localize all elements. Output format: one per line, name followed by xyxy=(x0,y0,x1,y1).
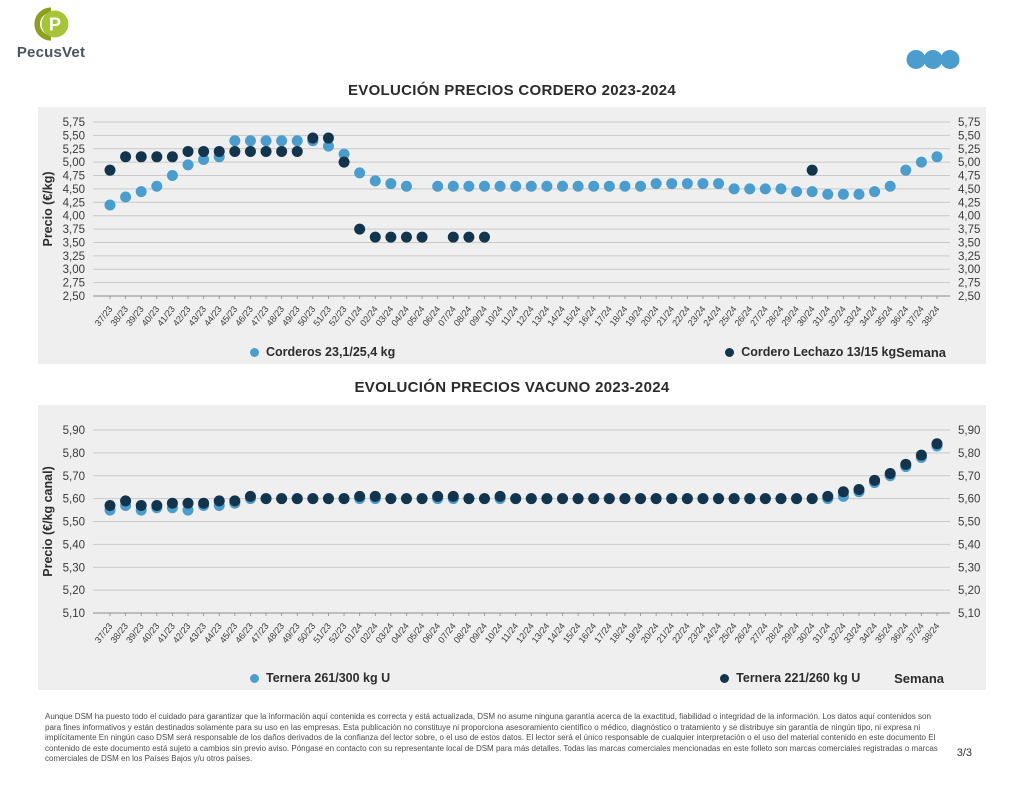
svg-text:3,00: 3,00 xyxy=(63,264,85,276)
svg-text:4,75: 4,75 xyxy=(958,171,980,183)
legend-label-corderos: Corderos 23,1/25,4 kg xyxy=(266,345,396,359)
svg-text:5,75: 5,75 xyxy=(63,117,85,129)
svg-text:5,60: 5,60 xyxy=(958,494,980,506)
legend-item-ternera-221-260: Ternera 221/260 kg U xyxy=(720,671,860,685)
svg-text:5,75: 5,75 xyxy=(958,117,980,129)
vacuno-scatter-chart: 5,90 5,90 5,80 5,80 5,70 5,70 5,60 5,60 5,50 5,50… xyxy=(38,405,986,690)
page-number: 3/3 xyxy=(956,747,972,759)
disclaimer-text: Aunque DSM ha puesto todo el cuidado par… xyxy=(45,712,938,763)
legend-label-ternera-261-300: Ternera 261/300 kg U xyxy=(266,671,391,685)
svg-text:2,50: 2,50 xyxy=(63,291,85,303)
svg-text:3,25: 3,25 xyxy=(63,251,85,263)
svg-text:38/24: 38/24 xyxy=(920,621,942,645)
svg-text:5,00: 5,00 xyxy=(958,157,980,169)
legend-dot-navy-icon xyxy=(725,347,735,357)
legend-item-lechazo: Cordero Lechazo 13/15 kg xyxy=(725,345,896,359)
cordero-chart-panel: 5,75 5,75 5,50 5,50 5,25 5,25 5,00 5,00 4,75 4,75… xyxy=(38,107,986,364)
logo-text: PecusVet xyxy=(16,44,86,61)
svg-text:3,50: 3,50 xyxy=(958,237,980,249)
svg-text:5,70: 5,70 xyxy=(958,471,980,483)
cordero-scatter-chart: 5,75 5,75 5,50 5,50 5,25 5,25 5,00 5,00 4,75 4,75… xyxy=(38,107,986,364)
svg-text:5,10: 5,10 xyxy=(958,608,980,620)
svg-text:3,50: 3,50 xyxy=(63,237,85,249)
vacuno-chart-panel: 5,90 5,90 5,80 5,80 5,70 5,70 5,60 5,60 5,50 5,50… xyxy=(38,405,986,690)
legend-item-ternera-261-300: Ternera 261/300 kg U xyxy=(250,671,390,685)
legend-dot-navy-icon xyxy=(720,673,730,683)
svg-text:2,50: 2,50 xyxy=(958,291,980,303)
xaxis-title-semana: Semana xyxy=(894,670,944,686)
legend-dot-blue-icon xyxy=(250,673,259,683)
menu-dots-icon[interactable] xyxy=(906,49,960,75)
svg-text:5,50: 5,50 xyxy=(63,130,85,142)
svg-text:5,25: 5,25 xyxy=(63,144,85,156)
vacuno-legend: Ternera 261/300 kg U Ternera 221/260 kg … xyxy=(38,669,986,687)
legend-item-corderos: Corderos 23,1/25,4 kg xyxy=(250,345,395,359)
svg-text:4,50: 4,50 xyxy=(63,184,85,196)
svg-text:5,10: 5,10 xyxy=(63,608,85,620)
svg-text:5,70: 5,70 xyxy=(63,471,85,483)
svg-text:3,75: 3,75 xyxy=(63,224,85,236)
svg-text:4,25: 4,25 xyxy=(63,197,85,209)
svg-text:38/24: 38/24 xyxy=(920,304,942,328)
svg-text:5,25: 5,25 xyxy=(958,144,980,156)
chart-title-cordero: EVOLUCIÓN PRECIOS CORDERO 2023-2024 xyxy=(347,82,677,99)
svg-text:5,00: 5,00 xyxy=(63,157,85,169)
svg-text:Precio (€/kg canal): Precio (€/kg canal) xyxy=(41,466,55,576)
chart-title-vacuno: EVOLUCIÓN PRECIOS VACUNO 2023-2024 xyxy=(354,379,670,396)
pecusvet-logo: P PecusVet xyxy=(12,5,90,61)
pecusvet-logo-icon: P xyxy=(34,7,69,41)
legend-dot-blue-icon xyxy=(250,347,259,357)
svg-text:4,25: 4,25 xyxy=(958,197,980,209)
svg-text:5,40: 5,40 xyxy=(958,539,980,551)
svg-text:5,80: 5,80 xyxy=(958,448,980,460)
svg-text:3,75: 3,75 xyxy=(958,224,980,236)
svg-text:2,75: 2,75 xyxy=(958,278,980,290)
legend-label-ternera-221-260: Ternera 221/260 kg U xyxy=(736,671,861,685)
svg-text:Precio (€/kg): Precio (€/kg) xyxy=(41,171,55,246)
legend-label-lechazo: Cordero Lechazo 13/15 kg xyxy=(741,345,897,359)
svg-text:4,00: 4,00 xyxy=(63,211,85,223)
svg-text:4,50: 4,50 xyxy=(958,184,980,196)
svg-text:5,80: 5,80 xyxy=(63,448,85,460)
cordero-legend: Corderos 23,1/25,4 kg Cordero Lechazo 13… xyxy=(38,343,986,361)
xaxis-title-semana: Semana xyxy=(896,344,947,360)
svg-text:5,20: 5,20 xyxy=(958,585,980,597)
svg-text:P: P xyxy=(49,14,61,34)
svg-text:3,25: 3,25 xyxy=(958,251,980,263)
svg-text:4,00: 4,00 xyxy=(958,211,980,223)
svg-text:5,50: 5,50 xyxy=(958,130,980,142)
svg-text:5,20: 5,20 xyxy=(63,585,85,597)
svg-text:5,50: 5,50 xyxy=(958,517,980,529)
svg-text:5,90: 5,90 xyxy=(958,425,980,437)
svg-text:5,40: 5,40 xyxy=(63,539,85,551)
svg-text:5,60: 5,60 xyxy=(63,494,85,506)
svg-text:5,30: 5,30 xyxy=(63,562,85,574)
svg-text:5,50: 5,50 xyxy=(63,517,85,529)
svg-text:5,30: 5,30 xyxy=(958,562,980,574)
svg-text:4,75: 4,75 xyxy=(63,171,85,183)
svg-text:3,00: 3,00 xyxy=(958,264,980,276)
svg-text:2,75: 2,75 xyxy=(63,278,85,290)
svg-text:5,90: 5,90 xyxy=(63,425,85,437)
